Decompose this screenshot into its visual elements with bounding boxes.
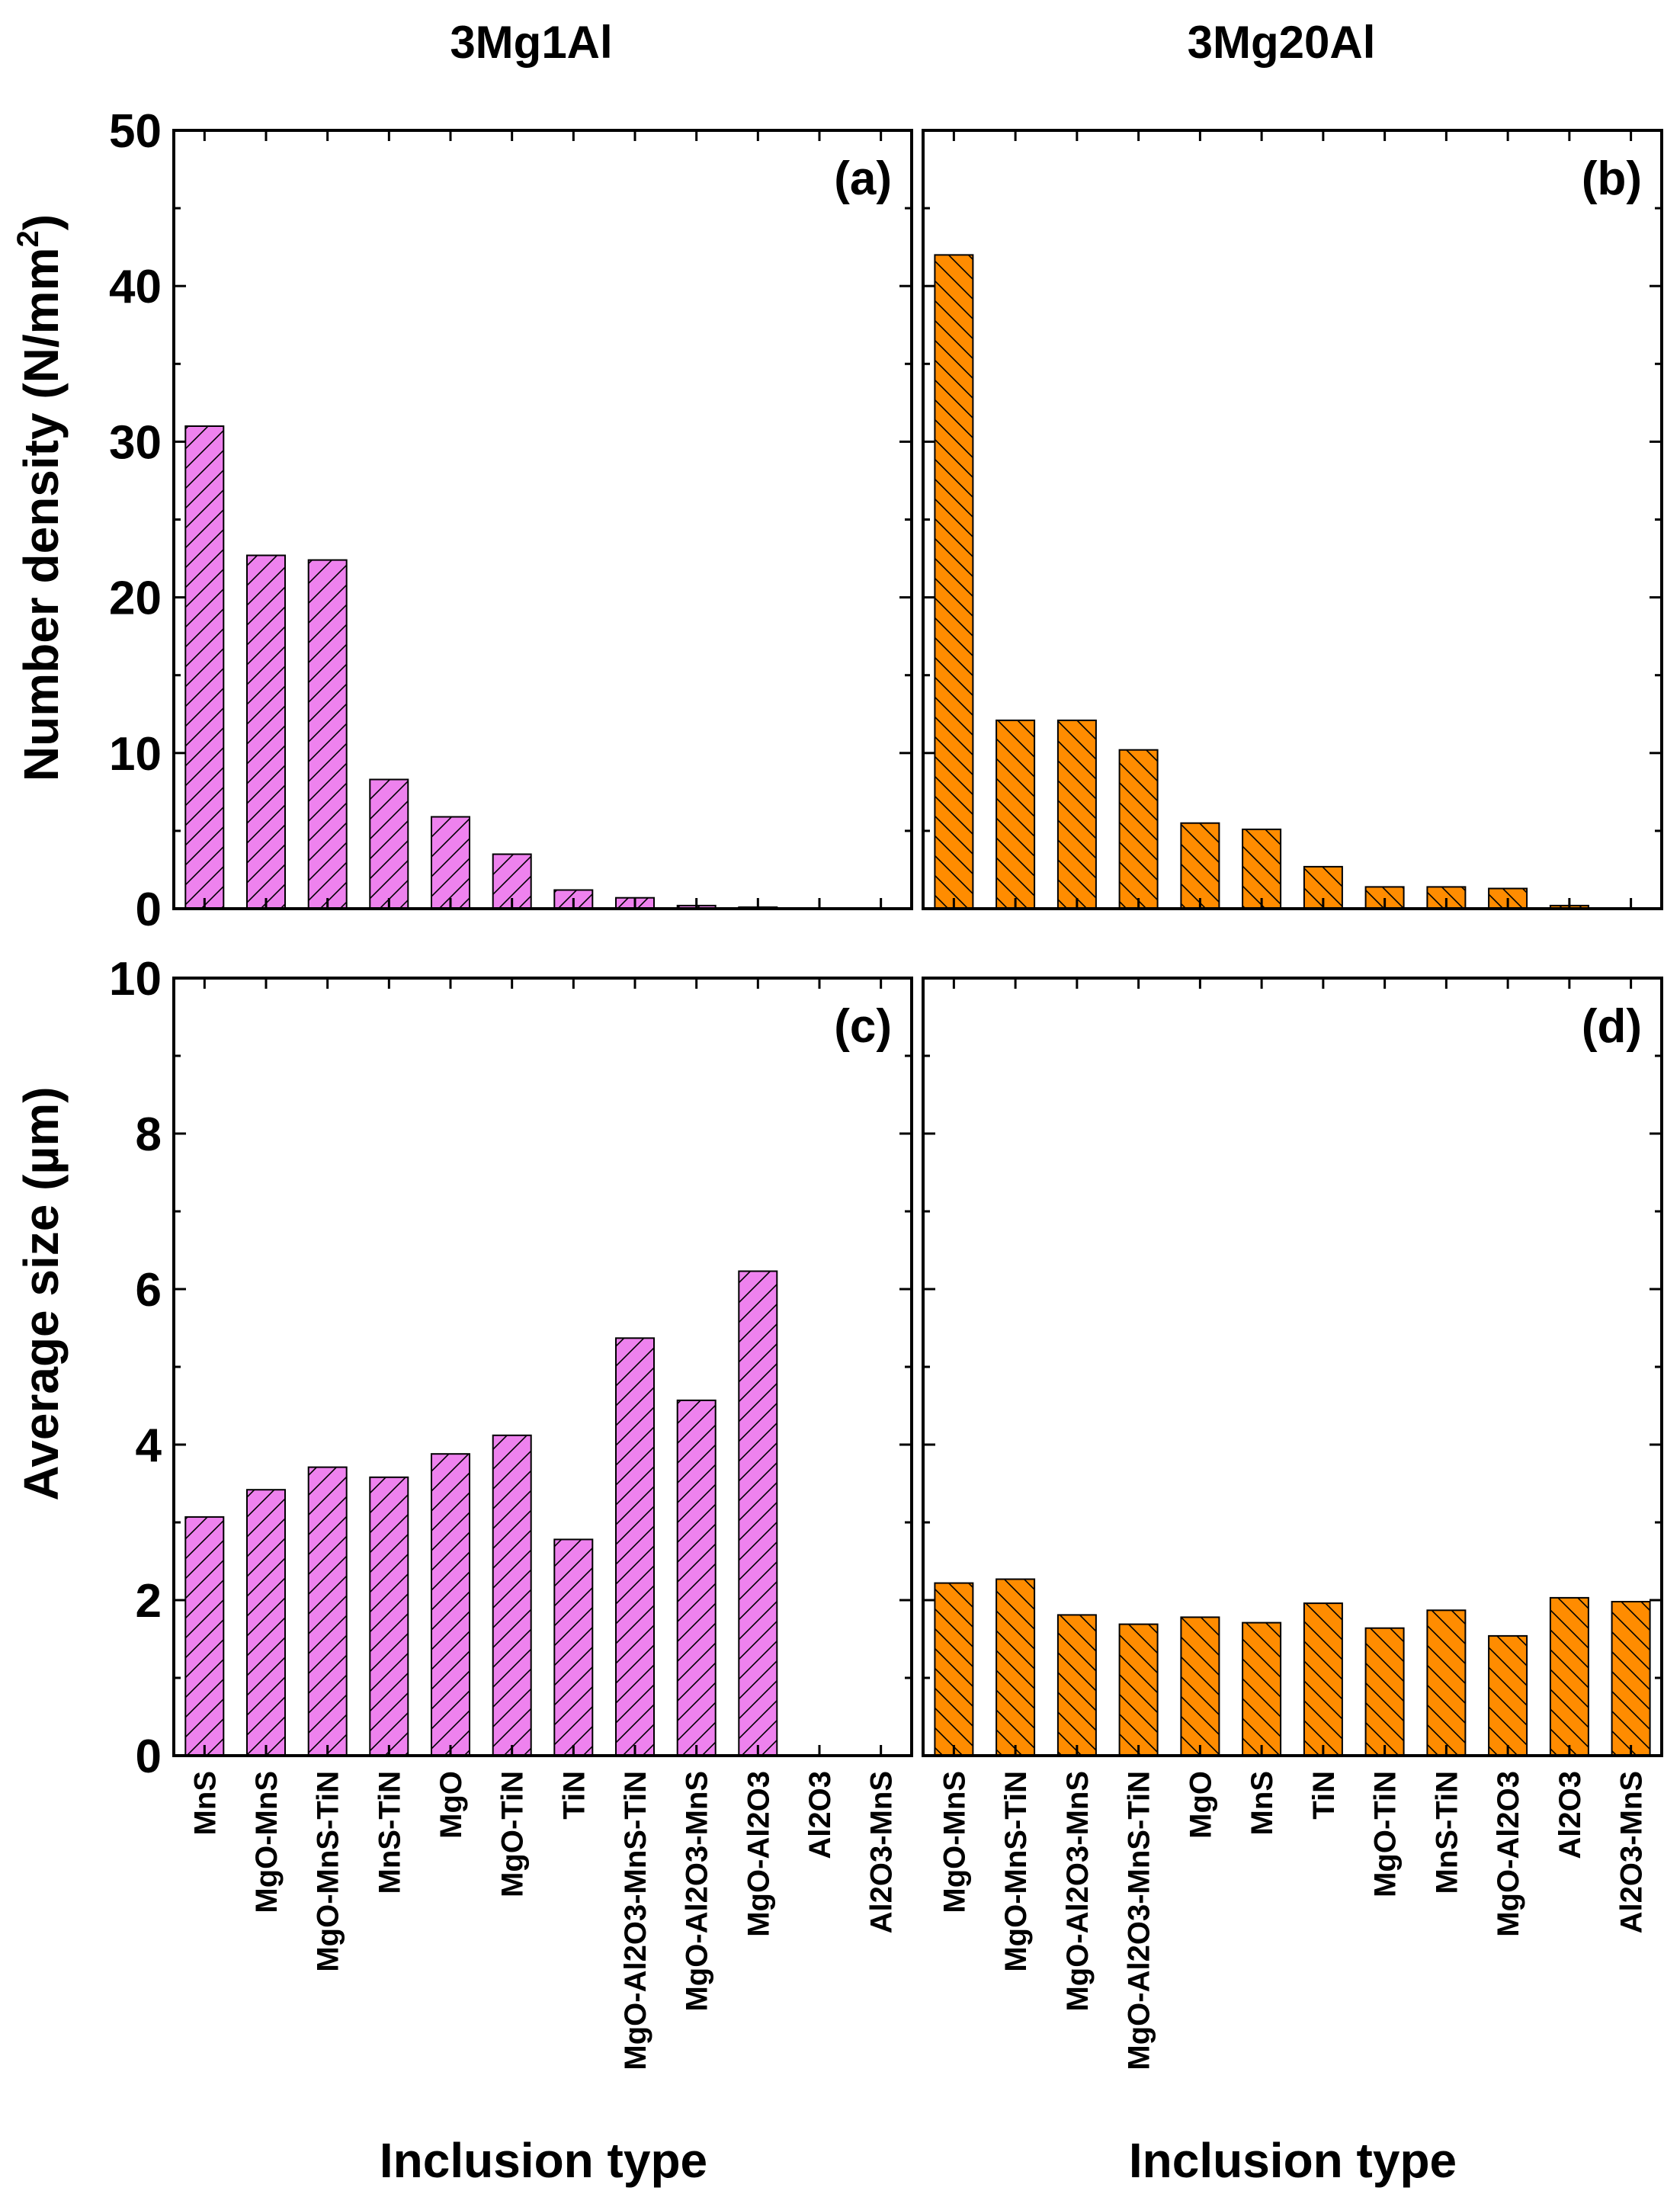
x-tick-label-mgo: MgO (1184, 1771, 1217, 1839)
y-tick-label: 2 (136, 1575, 162, 1628)
x-axis-label-right: Inclusion type (1129, 2133, 1457, 2188)
x-tick-label-al2o3-mns: Al2O3-MnS (1615, 1771, 1649, 1933)
bar-mgo-mns-tin (995, 719, 1036, 910)
plot-frame (922, 129, 1663, 910)
y-tick-label: 0 (136, 1730, 162, 1783)
bar-mns-tin (369, 778, 409, 909)
x-tick-label-mns: MnS (188, 1771, 222, 1835)
x-tick-label-mgo-al2o3-mns-tin: MgO-Al2O3-MnS-TiN (619, 1771, 652, 2070)
bar-mgo-al2o3-mns-tin (615, 1337, 655, 1757)
bar-mgo-tin (492, 1434, 532, 1757)
bar-mns-tin (1426, 1609, 1467, 1757)
bar-mgo-al2o3-mns-tin (1118, 1623, 1159, 1757)
x-tick-label-al2o3-mns: Al2O3-MnS (865, 1771, 899, 1933)
y-tick-label: 4 (136, 1419, 162, 1472)
bar-mgo (1180, 1616, 1220, 1756)
column-title-right: 3Mg20Al (1188, 17, 1376, 68)
density-y-axis-label: Number density (N/mm2) (11, 214, 69, 781)
y-tick-label: 50 (109, 105, 162, 158)
x-tick-label-mgo-mns-tin: MgO-MnS-TiN (999, 1771, 1033, 1972)
x-tick-label-tin: TiN (1307, 1771, 1341, 1820)
bar-mgo-mns-tin (307, 559, 348, 909)
x-tick-label-mgo-tin: MgO-TiN (1369, 1771, 1403, 1897)
bar-mgo-mns-tin (995, 1578, 1036, 1756)
bar-mgo-mns-tin (307, 1466, 348, 1756)
y-tick-label: 20 (109, 573, 162, 625)
panel-left-size: 0 2 4 6 8 10 (c) MnS MgO-MnS MgO-MnS-TiN MnS-TiN Mg… (109, 953, 913, 2070)
bar-mgo-tin (1364, 1627, 1405, 1756)
bar-mgo-al2o3-mns (1056, 719, 1097, 910)
bar-mgo-mns (934, 1582, 974, 1757)
x-tick-label-mgo-mns-tin: MgO-MnS-TiN (312, 1771, 345, 1972)
bar-mgo-al2o3-mns (676, 1399, 717, 1757)
bar-mns (184, 425, 225, 909)
panel-label: (c) (834, 1000, 892, 1053)
bar-mns (1242, 1621, 1282, 1757)
bar-mns-tin (369, 1476, 409, 1757)
plot-frame (172, 977, 913, 1757)
bar-mgo (431, 1453, 470, 1756)
x-tick-label-mns-tin: MnS-TiN (1430, 1771, 1464, 1894)
panel-right-density: (b) (922, 129, 1663, 910)
x-tick-label-mns-tin: MnS-TiN (373, 1771, 406, 1894)
bar-mgo-mns (246, 554, 286, 909)
x-tick-label-mgo: MgO (434, 1771, 468, 1839)
bar-mgo-mns (934, 254, 974, 909)
x-tick-label-mgo-al2o3: MgO-Al2O3 (742, 1771, 775, 1937)
x-tick-label-tin: TiN (557, 1771, 591, 1820)
x-tick-label-mgo-al2o3-mns: MgO-Al2O3-MnS (681, 1771, 714, 2012)
y-tick-label: 10 (109, 953, 162, 1006)
bar-mns (184, 1516, 225, 1757)
y-tick-label: 0 (136, 884, 162, 936)
x-tick-label-mns: MnS (1246, 1771, 1279, 1835)
plot-frame (172, 129, 913, 910)
panel-label: (d) (1582, 1000, 1642, 1053)
bar-al2o3-mns (1611, 1601, 1651, 1756)
y-tick-label: 8 (136, 1108, 162, 1161)
bar-tin (1303, 1602, 1343, 1757)
bar-mgo-al2o3 (1488, 1634, 1528, 1756)
bar-mgo-al2o3-mns (1056, 1614, 1097, 1756)
x-tick-label-mgo-al2o3-mns-tin: MgO-Al2O3-MnS-TiN (1123, 1771, 1156, 2070)
bar-mgo-mns (246, 1489, 286, 1756)
panel-right-size: (d) MgO-MnS MgO-MnS-TiN MgO-Al2O3-MnS MgO-Al… (922, 977, 1663, 2070)
y-tick-label: 6 (136, 1264, 162, 1317)
plot-frame (922, 977, 1663, 1757)
x-tick-label-mgo-al2o3-mns: MgO-Al2O3-MnS (1061, 1771, 1095, 2012)
bar-mgo-al2o3 (738, 1270, 778, 1756)
x-tick-label-mgo-al2o3: MgO-Al2O3 (1492, 1771, 1525, 1937)
panel-label: (a) (834, 152, 892, 205)
x-axis-label-left: Inclusion type (380, 2133, 707, 2188)
y-tick-label: 10 (109, 728, 162, 781)
x-tick-label-al2o3: Al2O3 (803, 1771, 837, 1859)
bar-mns (1242, 828, 1282, 910)
bar-mgo-al2o3-mns-tin (1118, 749, 1159, 910)
bar-mgo (1180, 822, 1220, 909)
size-y-axis-label: Average size (µm) (14, 1086, 69, 1500)
x-tick-label-mgo-mns: MgO-MnS (250, 1771, 284, 1913)
x-tick-label-al2o3: Al2O3 (1553, 1771, 1587, 1859)
y-tick-label: 40 (109, 261, 162, 313)
bar-tin (553, 1538, 594, 1757)
panel-label: (b) (1582, 152, 1642, 205)
bar-al2o3 (1549, 1596, 1589, 1756)
y-tick-label: 30 (109, 416, 162, 469)
bar-mgo (431, 816, 470, 909)
column-title-left: 3Mg1Al (450, 17, 612, 68)
x-tick-label-mgo-tin: MgO-TiN (496, 1771, 530, 1897)
panel-left-density: 0 10 20 30 40 50 (a) (109, 105, 913, 936)
x-tick-label-mgo-mns: MgO-MnS (938, 1771, 971, 1913)
